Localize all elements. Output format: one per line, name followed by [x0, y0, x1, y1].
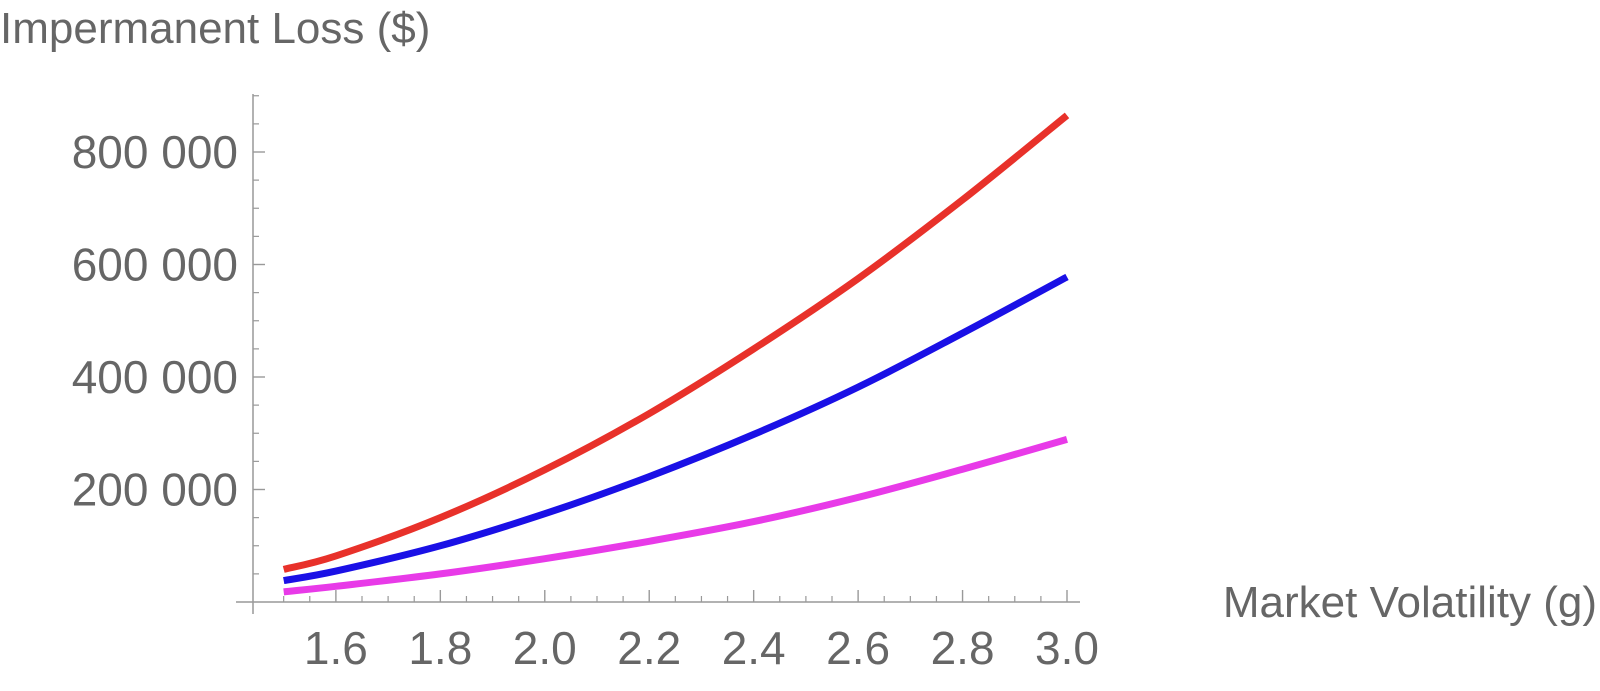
y-tick-label: 600 000: [72, 239, 238, 291]
y-tick-label: 800 000: [72, 126, 238, 178]
series-lines: [282, 112, 1070, 596]
x-tick-label: 2.0: [513, 622, 577, 674]
x-minor-ticks: [283, 596, 1042, 602]
y-axis-title: Impermanent Loss ($): [0, 4, 430, 53]
x-tick-label: 3.0: [1035, 622, 1099, 674]
y-major-ticks: 200 000 400 000 600 000 800 000: [72, 126, 265, 516]
series-line-1: [282, 112, 1070, 573]
x-tick-label: 1.6: [304, 622, 368, 674]
x-major-ticks: 1.6 1.8 2.0 2.2 2.4 2.6 2.8 3.0: [304, 590, 1099, 674]
y-tick-label: 200 000: [72, 464, 238, 516]
series-line-2: [283, 273, 1069, 585]
x-tick-label: 2.4: [722, 622, 786, 674]
series-line-3: [283, 436, 1068, 596]
y-minor-ticks: [253, 95, 259, 575]
axes: [236, 94, 1080, 614]
y-tick-label: 400 000: [72, 351, 238, 403]
x-tick-label: 2.8: [931, 622, 995, 674]
x-tick-label: 2.6: [826, 622, 890, 674]
x-tick-label: 2.2: [617, 622, 681, 674]
x-axis-title: Market Volatility (g): [1223, 578, 1597, 627]
x-tick-label: 1.8: [408, 622, 472, 674]
